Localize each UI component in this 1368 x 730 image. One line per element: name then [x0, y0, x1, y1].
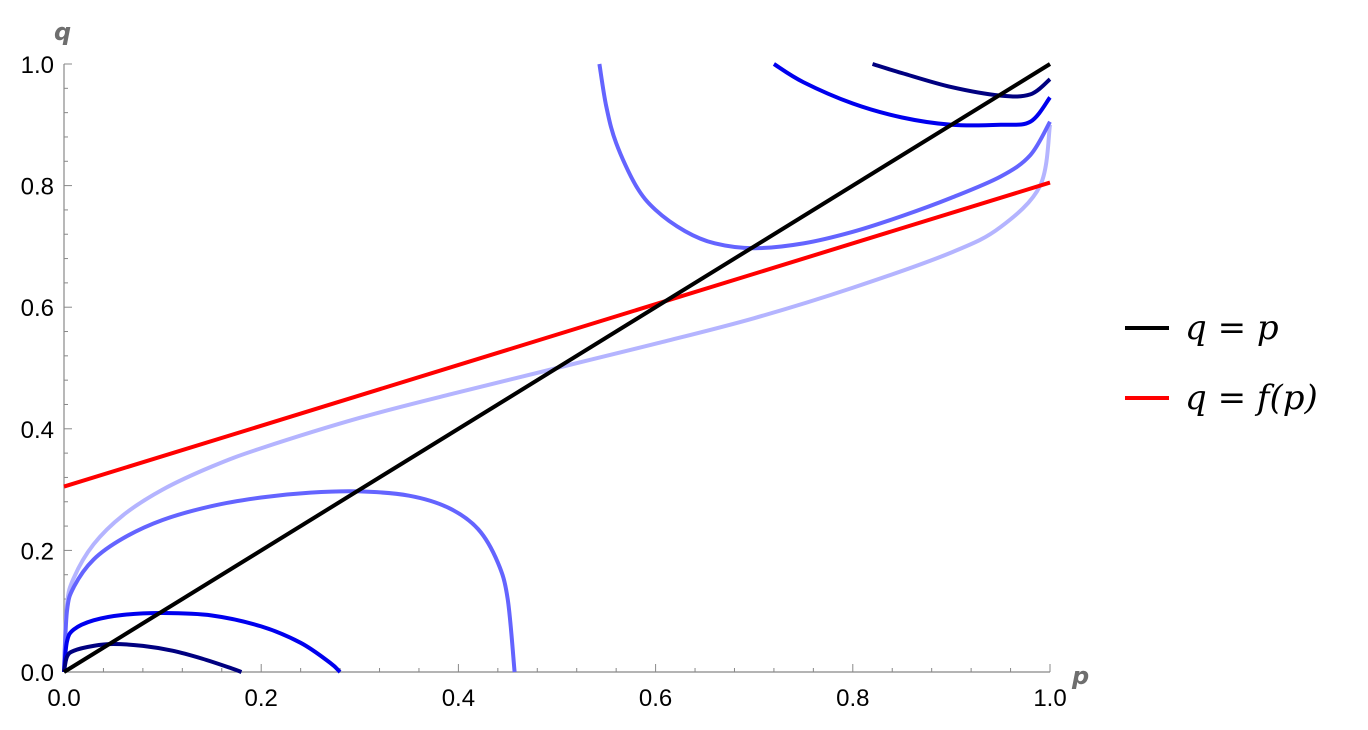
- y-axis-title: q: [54, 18, 71, 46]
- legend-swatch-black: [1125, 326, 1169, 330]
- curve-2: [62, 642, 243, 674]
- x-tick-label: 1.0: [1033, 685, 1066, 712]
- x-tick-label: 0.2: [245, 685, 278, 712]
- curve-4: [62, 489, 517, 673]
- y-tick-label: 1.0: [21, 52, 54, 79]
- legend: q = p q = f(p): [1125, 306, 1365, 446]
- x-tick-label: 0.8: [836, 685, 869, 712]
- legend-item-q-equals-f-p: q = f(p): [1125, 376, 1365, 446]
- series-line-q-f-p-: [63, 180, 1051, 489]
- x-tick-label: 0.4: [442, 685, 475, 712]
- y-tick-label: 0.6: [21, 295, 54, 322]
- y-tick-label: 0.8: [21, 174, 54, 201]
- x-tick-label: 0.0: [47, 685, 80, 712]
- x-axis-title: p: [1071, 662, 1089, 690]
- curve-7: [772, 62, 1052, 128]
- series-line-q-p: [62, 62, 1052, 674]
- y-tick-label: 0.0: [21, 660, 54, 687]
- legend-label: q = p: [1185, 308, 1279, 348]
- curve-5: [62, 124, 1052, 673]
- legend-swatch-red: [1125, 396, 1169, 400]
- y-tick-label: 0.2: [21, 538, 54, 565]
- legend-item-q-equals-p: q = p: [1125, 306, 1365, 376]
- legend-label: q = f(p): [1185, 378, 1318, 418]
- series-layer: [62, 62, 1052, 674]
- curve-8: [871, 62, 1052, 99]
- x-tick-label: 0.6: [639, 685, 672, 712]
- y-tick-label: 0.4: [21, 417, 54, 444]
- axes-layer: 0.0 0.2 0.4 0.6 0.8 1.0 0.0 0.2 0.4 0.6 0.8 1.0: [21, 52, 1067, 712]
